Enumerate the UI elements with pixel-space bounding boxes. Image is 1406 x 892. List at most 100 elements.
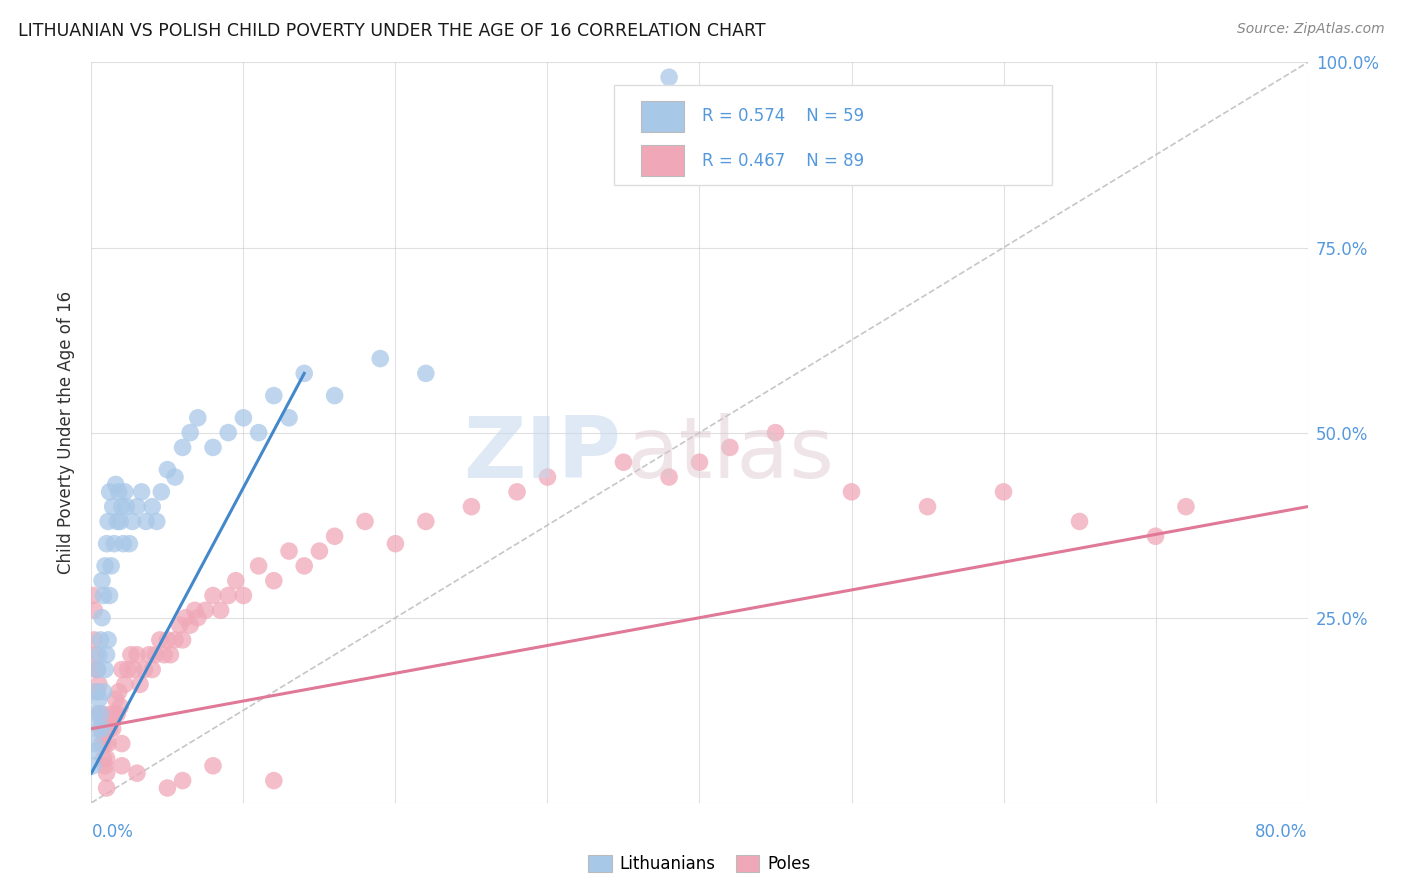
Text: ZIP: ZIP [463, 413, 620, 496]
Point [506, 484, 529, 499]
Point [111, 737, 134, 751]
Point [263, 389, 285, 403]
Point [292, 558, 315, 573]
Point [93, 589, 115, 603]
Y-axis label: Child Poverty Under the Age of 16: Child Poverty Under the Age of 16 [58, 291, 76, 574]
Point [841, 484, 863, 499]
Point [96, 780, 118, 795]
Point [134, 663, 156, 677]
Point [120, 648, 142, 662]
Point [125, 500, 148, 514]
Point [202, 589, 225, 603]
Point [87, 677, 110, 691]
Point [536, 470, 558, 484]
Point [993, 484, 1015, 499]
Point [89, 632, 111, 647]
Point [82, 589, 104, 603]
Point [1144, 529, 1167, 543]
Point [91, 611, 114, 625]
Point [121, 515, 143, 529]
Point [169, 618, 191, 632]
Text: R = 0.467    N = 89: R = 0.467 N = 89 [702, 152, 865, 169]
Point [232, 589, 254, 603]
Point [384, 537, 406, 551]
Point [100, 706, 122, 721]
Point [247, 558, 270, 573]
Point [89, 706, 111, 721]
Point [172, 441, 194, 455]
Point [94, 737, 117, 751]
Point [87, 648, 110, 662]
Point [184, 603, 207, 617]
Point [174, 611, 197, 625]
Text: LITHUANIAN VS POLISH CHILD POVERTY UNDER THE AGE OF 16 CORRELATION CHART: LITHUANIAN VS POLISH CHILD POVERTY UNDER… [18, 22, 766, 40]
Point [103, 706, 125, 721]
Point [125, 766, 148, 780]
Point [354, 515, 377, 529]
Point [187, 611, 209, 625]
Point [94, 758, 117, 772]
Point [460, 500, 482, 514]
Point [91, 737, 114, 751]
Point [83, 737, 105, 751]
Point [718, 441, 741, 455]
Point [101, 722, 124, 736]
Point [209, 603, 232, 617]
Point [98, 722, 121, 736]
Point [179, 618, 201, 632]
Point [323, 529, 346, 543]
Point [131, 484, 153, 499]
Point [135, 515, 157, 529]
Point [84, 663, 107, 677]
Point [156, 632, 179, 647]
Point [278, 410, 301, 425]
Point [149, 632, 172, 647]
Point [688, 455, 710, 469]
Point [138, 648, 160, 662]
Point [141, 500, 163, 514]
Point [143, 648, 166, 662]
Point [202, 758, 225, 772]
Point [765, 425, 787, 440]
Point [84, 744, 107, 758]
Point [97, 632, 120, 647]
Point [103, 537, 125, 551]
Point [278, 544, 301, 558]
Point [156, 780, 179, 795]
Point [86, 685, 108, 699]
Text: atlas: atlas [627, 413, 835, 496]
Point [217, 425, 239, 440]
Point [247, 425, 270, 440]
Point [98, 589, 121, 603]
Point [415, 515, 437, 529]
Point [415, 367, 437, 381]
Point [91, 574, 114, 588]
Point [658, 70, 681, 85]
Point [96, 751, 118, 765]
Point [97, 737, 120, 751]
Point [89, 706, 111, 721]
Point [110, 515, 132, 529]
Point [112, 537, 135, 551]
Point [263, 574, 285, 588]
Point [96, 722, 118, 736]
Point [187, 410, 209, 425]
Point [86, 722, 108, 736]
Point [172, 632, 194, 647]
Point [612, 455, 634, 469]
Bar [641, 101, 683, 132]
Legend: Lithuanians, Poles: Lithuanians, Poles [582, 848, 817, 880]
Point [84, 648, 107, 662]
Point [104, 692, 127, 706]
FancyBboxPatch shape [614, 85, 1052, 185]
Point [658, 470, 681, 484]
Point [91, 706, 114, 721]
Point [86, 663, 108, 677]
Text: Source: ZipAtlas.com: Source: ZipAtlas.com [1237, 22, 1385, 37]
Point [94, 663, 117, 677]
Point [96, 766, 118, 780]
Point [225, 574, 247, 588]
Point [917, 500, 939, 514]
Point [107, 484, 129, 499]
Point [159, 648, 181, 662]
